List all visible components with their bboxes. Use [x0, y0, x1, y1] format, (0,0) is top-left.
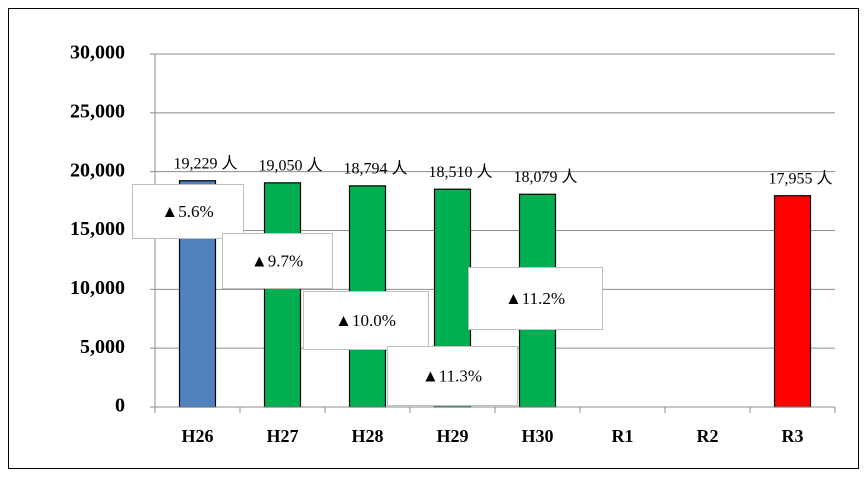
- x-tick-label: H26: [181, 426, 213, 446]
- value-label: 18,510 人: [428, 163, 492, 181]
- x-tick-label: H28: [351, 426, 383, 446]
- value-label: 17,955 人: [768, 169, 832, 187]
- annotation-box: [222, 233, 333, 289]
- bar: [773, 195, 812, 408]
- annotation: ▲10.0%: [335, 311, 396, 330]
- y-tick-label: 0: [115, 395, 125, 417]
- x-tick-label: H30: [521, 426, 553, 446]
- x-tick-label: R2: [697, 426, 719, 446]
- annotation: ▲9.7%: [251, 251, 303, 270]
- x-tick-label: R1: [612, 426, 634, 446]
- bar: [263, 182, 302, 408]
- annotation-box: [468, 267, 603, 330]
- value-label: 19,229 人: [173, 154, 237, 172]
- y-tick-label: 15,000: [70, 218, 125, 240]
- y-tick-label: 30,000: [70, 42, 125, 64]
- annotation: ▲11.2%: [505, 289, 565, 308]
- x-tick-label: H29: [436, 426, 468, 446]
- value-label: 19,050 人: [258, 157, 322, 175]
- y-tick-label: 25,000: [70, 100, 125, 122]
- annotation-box: [132, 184, 244, 239]
- x-tick-label: H27: [266, 426, 298, 446]
- y-tick-label: 10,000: [70, 277, 125, 299]
- annotation: ▲11.3%: [422, 366, 482, 385]
- value-label: 18,794 人: [343, 160, 407, 178]
- value-label: 18,079 人: [513, 168, 577, 186]
- annotation-box: [303, 291, 429, 350]
- y-tick-label: 20,000: [70, 159, 125, 181]
- y-tick-label: 5,000: [80, 336, 125, 358]
- annotation-box: [387, 346, 518, 406]
- x-tick-label: R3: [782, 426, 804, 446]
- annotation: ▲5.6%: [161, 202, 213, 221]
